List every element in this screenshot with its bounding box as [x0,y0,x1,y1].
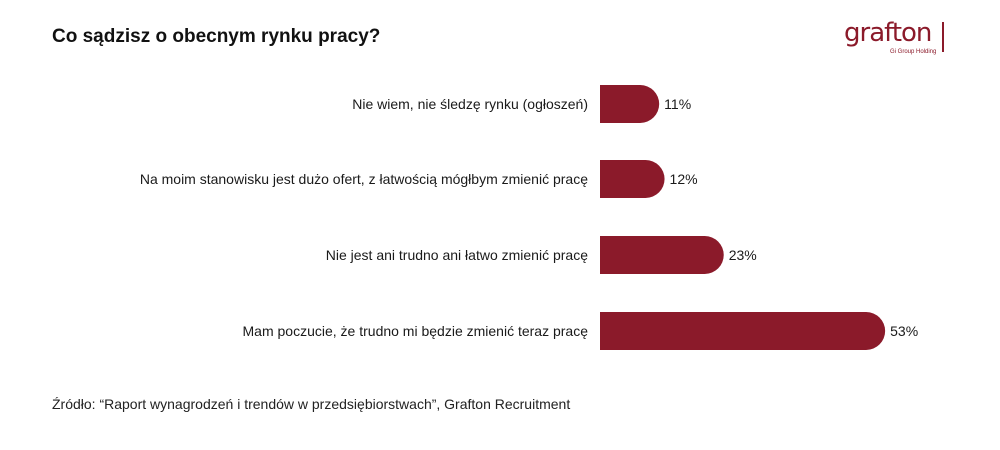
logo-subtitle: Gi Group Holding [890,49,937,55]
grafton-logo: grafton Gi Group Holding [844,18,954,58]
category-label-1: Nie wiem, nie śledzę rynku (ogłoszeń) [352,96,588,112]
value-label-4: 53% [890,323,918,339]
bar-2 [600,160,665,198]
bar-chart: Nie wiem, nie śledzę rynku (ogłoszeń) 11%… [140,85,918,350]
bar-4 [600,312,886,350]
bar-3 [600,236,724,274]
category-label-3: Nie jest ani trudno ani łatwo zmienić pr… [326,247,588,263]
bar-1 [600,85,660,123]
logo-wordmark: grafton [844,18,932,48]
category-label-4: Mam poczucie, że trudno mi będzie zmieni… [243,323,589,339]
value-label-1: 11% [664,96,691,112]
value-label-3: 23% [729,247,757,263]
chart-title: Co sądzisz o obecnym rynku pracy? [52,26,381,47]
logo-divider [942,22,944,52]
category-label-2: Na moim stanowisku jest dużo ofert, z ła… [140,171,588,187]
value-label-2: 12% [670,171,698,187]
source-note: Źródło: “Raport wynagrodzeń i trendów w … [52,396,571,412]
